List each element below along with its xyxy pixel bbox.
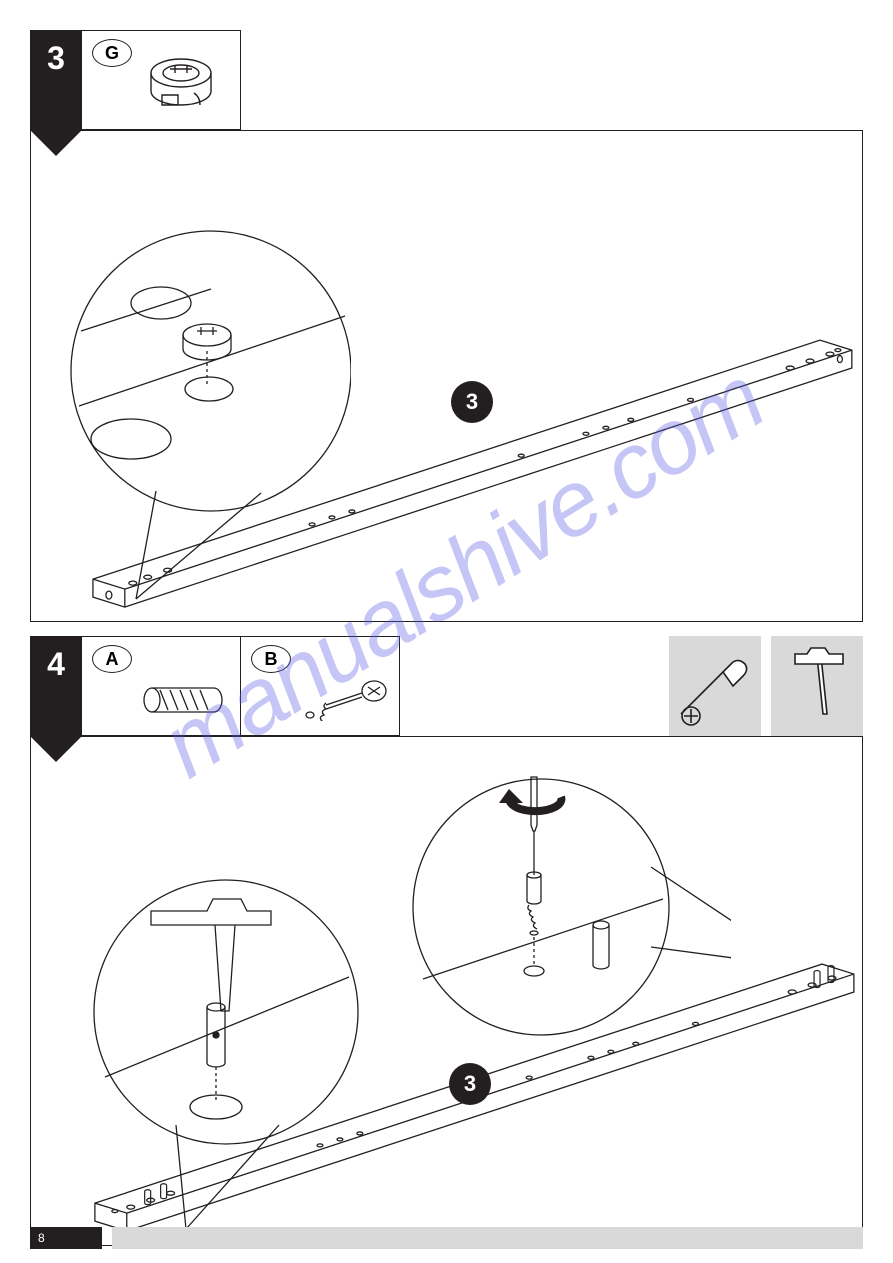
- part-label-a: A: [92, 645, 132, 673]
- part-label-b: B: [251, 645, 291, 673]
- step-4-header: 4 A B: [30, 636, 863, 736]
- part-box-g: G: [81, 30, 241, 130]
- step-3-number: 3: [47, 40, 65, 77]
- cam-bolt-icon: [296, 675, 390, 721]
- tool-screwdriver: [669, 636, 761, 736]
- cam-lock-icon: [142, 49, 220, 119]
- step-3-header: 3 G: [30, 30, 863, 130]
- step-3-section: 3 G: [30, 30, 863, 622]
- step-4-section: 4 A B: [30, 636, 863, 1246]
- footer-page-number: 8: [30, 1227, 102, 1249]
- step-4-callout-screw: [401, 757, 731, 1057]
- step-4-tab: 4: [30, 636, 82, 736]
- step-3-diagram: 3: [30, 130, 863, 622]
- hammer-icon: [777, 644, 857, 728]
- page-root: 3 G: [0, 0, 893, 1263]
- part-box-a: A: [81, 636, 241, 736]
- footer-bar: [112, 1227, 863, 1249]
- page-footer: 8: [30, 1227, 863, 1249]
- panel-label-3a: 3: [451, 381, 493, 423]
- step-4-callout-hammer: [81, 857, 361, 1237]
- screwdriver-icon: [675, 644, 755, 728]
- step-tab-arrow-icon: [30, 736, 82, 762]
- part-box-b: B: [240, 636, 400, 736]
- step-tab-arrow-icon: [30, 130, 82, 156]
- part-label-g: G: [92, 39, 132, 67]
- step-3-tab: 3: [30, 30, 82, 130]
- wooden-dowel-icon: [140, 681, 226, 719]
- step-4-number: 4: [47, 646, 65, 683]
- tool-hammer: [771, 636, 863, 736]
- step-3-callout: [61, 221, 351, 601]
- panel-label-3b: 3: [449, 1063, 491, 1105]
- step-4-diagram: 3: [30, 736, 863, 1246]
